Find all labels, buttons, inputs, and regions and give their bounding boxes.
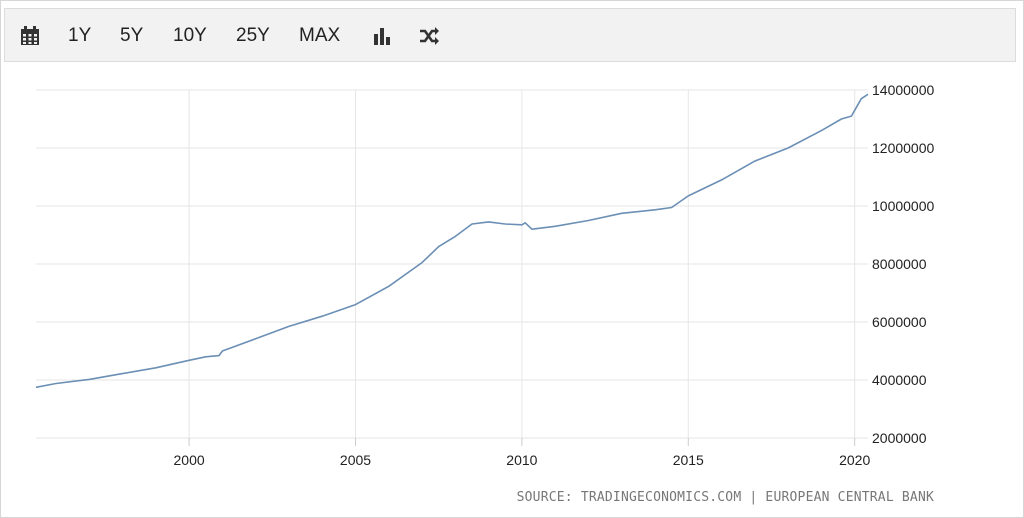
y-tick-label: 12000000 (872, 140, 935, 156)
x-axis: 2000 2005 2010 2015 2020 (174, 438, 870, 468)
y-tick-label: 10000000 (872, 198, 935, 214)
range-1y-button[interactable]: 1Y (68, 25, 92, 46)
toolbar: 1Y 5Y 10Y 25Y MAX (4, 8, 1016, 62)
range-5y-button[interactable]: 5Y (120, 25, 144, 46)
y-tick-label: 14000000 (872, 82, 935, 98)
x-tick-label: 2010 (506, 452, 537, 468)
x-tick-label: 2020 (839, 452, 870, 468)
x-tick-label: 2015 (673, 452, 704, 468)
x-tick-label: 2005 (340, 452, 371, 468)
y-tick-label: 6000000 (872, 314, 927, 330)
y-tick-label: 2000000 (872, 430, 927, 446)
y-tick-label: 4000000 (872, 372, 927, 388)
y-tick-label: 8000000 (872, 256, 927, 272)
y-axis: 2000000 4000000 6000000 8000000 10000000 1200… (872, 82, 935, 446)
x-tick-label: 2000 (174, 452, 205, 468)
series-layer (35, 93, 869, 389)
series-line (35, 93, 869, 389)
range-max-button[interactable]: MAX (299, 25, 341, 46)
range-25y-button[interactable]: 25Y (236, 25, 270, 46)
calendar-icon[interactable] (19, 25, 41, 47)
source-attribution[interactable]: SOURCE: TRADINGECONOMICS.COM | EUROPEAN … (516, 490, 934, 505)
shuffle-icon[interactable] (418, 25, 440, 47)
range-10y-button[interactable]: 10Y (173, 25, 207, 46)
line-chart: 2000 2005 2010 2015 2020 2000000 4000000 60000… (35, 82, 935, 468)
bar-chart-icon[interactable] (371, 25, 393, 47)
grid (36, 89, 868, 439)
